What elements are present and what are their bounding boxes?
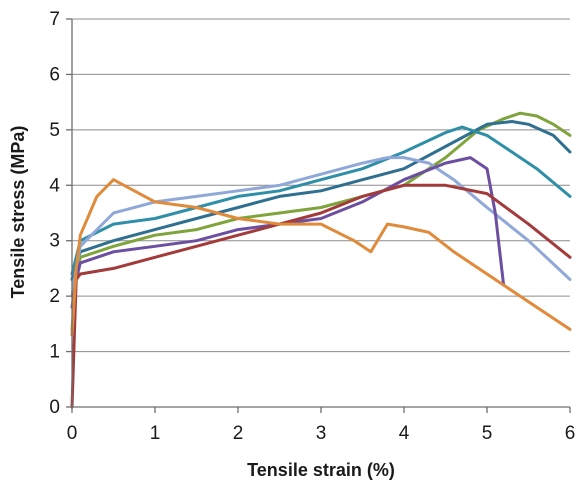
x-tick-label: 0 [67,423,78,444]
y-tick-label: 4 [49,175,60,196]
y-axis-title: Tensile stress (MPa) [8,126,28,299]
series-lines [70,111,572,409]
series-line-1 [70,111,572,331]
y-tick-label: 7 [49,9,60,30]
series-line-2 [70,120,572,281]
grid-lines [72,18,570,353]
y-tick-label: 6 [49,64,60,85]
series-line-7 [70,178,572,337]
y-tick-label: 5 [49,120,60,141]
axes [66,18,571,413]
x-tick-label: 5 [482,423,493,444]
x-tick-label: 1 [150,423,161,444]
series-line-5 [70,156,506,309]
x-tick-label: 4 [399,423,410,444]
y-tick-label: 3 [49,231,60,252]
x-tick-label: 3 [316,423,327,444]
x-tick-label: 2 [233,423,244,444]
x-tick-label: 6 [565,423,576,444]
y-tick-label: 2 [49,286,60,307]
x-axis-title: Tensile strain (%) [247,460,395,480]
y-tick-label: 1 [49,342,60,363]
series-line-3 [70,125,572,276]
x-tick-labels: 0 1 2 3 4 5 6 [67,423,576,444]
y-tick-labels: 0 1 2 3 4 5 6 7 [49,9,60,418]
y-tick-label: 0 [49,397,60,418]
